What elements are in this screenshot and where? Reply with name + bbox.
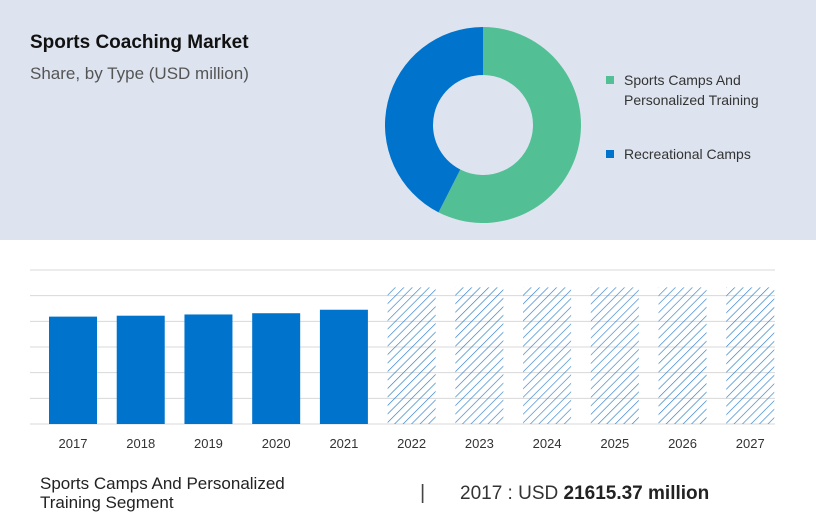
legend-item-sports-camps: Sports Camps And Personalized Training bbox=[606, 70, 806, 110]
bar-2020 bbox=[252, 313, 301, 424]
x-tick-2027: 2027 bbox=[736, 436, 765, 451]
legend-item-recreational-camps: Recreational Camps bbox=[606, 144, 806, 164]
bar-2024 bbox=[523, 287, 572, 424]
x-tick-2019: 2019 bbox=[194, 436, 223, 451]
bar-2019 bbox=[184, 314, 233, 424]
bar-2022 bbox=[387, 287, 436, 424]
legend-swatch-blue bbox=[606, 150, 614, 158]
x-tick-2025: 2025 bbox=[600, 436, 629, 451]
bar-2017 bbox=[49, 316, 97, 424]
segment-value-prefix: 2017 : USD bbox=[460, 483, 564, 504]
segment-value-amount: 21615.37 million bbox=[563, 483, 710, 504]
bar-2026 bbox=[658, 287, 707, 424]
summary-panel: Sports Coaching Market Share, by Type (U… bbox=[0, 0, 816, 240]
x-tick-2023: 2023 bbox=[465, 436, 494, 451]
segment-value: 2017 : USD 21615.37 million bbox=[460, 483, 709, 505]
page-title: Sports Coaching Market bbox=[30, 32, 249, 53]
donut-slice-sports-camps bbox=[438, 27, 581, 223]
x-tick-2026: 2026 bbox=[668, 436, 697, 451]
bar-chart: 2017 2018 2019 2020 2021 2022 2023 2024 2025 2026… bbox=[30, 269, 775, 451]
legend-label-sports-camps: Sports Camps And Personalized Training bbox=[624, 72, 759, 108]
x-tick-2018: 2018 bbox=[126, 436, 155, 451]
footer-divider: | bbox=[420, 482, 426, 504]
page-subtitle: Share, by Type (USD million) bbox=[30, 64, 249, 83]
bar-2018 bbox=[116, 315, 165, 424]
x-tick-2024: 2024 bbox=[533, 436, 562, 451]
bar-2027 bbox=[726, 287, 775, 424]
donut-chart bbox=[385, 27, 581, 223]
x-tick-2017: 2017 bbox=[59, 436, 88, 451]
x-tick-2021: 2021 bbox=[329, 436, 358, 451]
x-tick-2020: 2020 bbox=[262, 436, 291, 451]
bar-2023 bbox=[455, 287, 504, 424]
donut-legend: Sports Camps And Personalized Training R… bbox=[606, 70, 806, 164]
legend-swatch-green bbox=[606, 76, 614, 84]
x-tick-2022: 2022 bbox=[397, 436, 426, 451]
legend-label-recreational-camps: Recreational Camps bbox=[624, 146, 751, 162]
bar-2021 bbox=[319, 309, 368, 424]
segment-label: Sports Camps And Personalized Training S… bbox=[40, 474, 285, 512]
donut-slice-recreational-camps bbox=[385, 27, 483, 213]
bar-2025 bbox=[590, 287, 639, 424]
bar-chart-panel: 2017 2018 2019 2020 2021 2022 2023 2024 2025 2026… bbox=[0, 240, 816, 528]
